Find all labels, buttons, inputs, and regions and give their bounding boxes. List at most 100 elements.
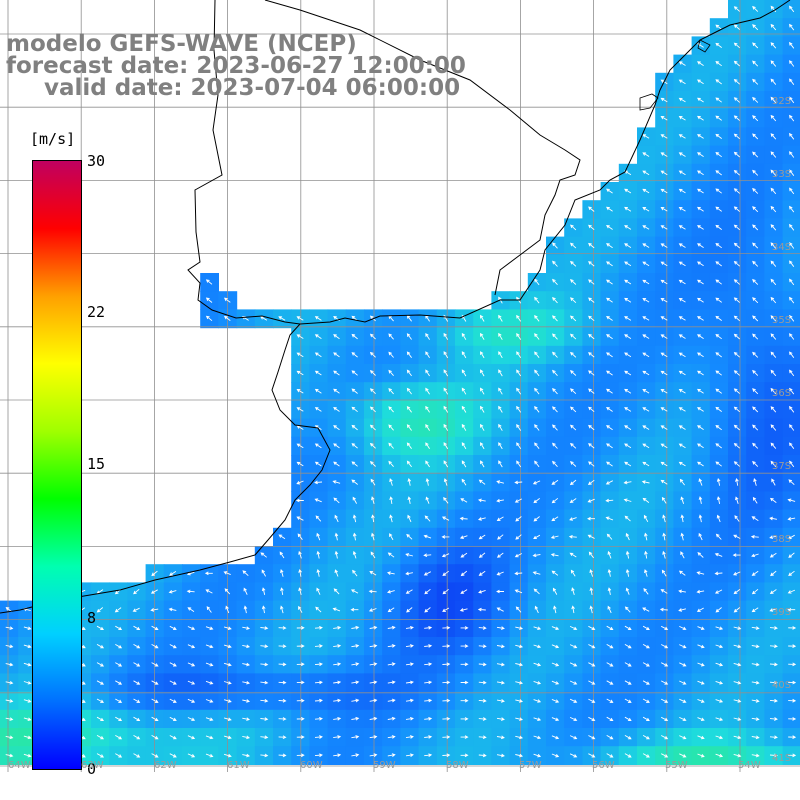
longitude-label: 63W: [81, 760, 104, 771]
wind-arrow: [605, 498, 614, 503]
longitude-label: 61W: [227, 760, 250, 771]
wind-arrow: [151, 680, 159, 685]
wind-arrow: [5, 717, 14, 721]
wind-arrow: [697, 225, 704, 230]
wind-arrow: [642, 698, 650, 703]
wind-arrow: [569, 498, 577, 504]
wind-arrow: [480, 332, 485, 340]
wind-arrow: [478, 552, 486, 558]
wind-arrow: [752, 278, 759, 285]
wind-arrow: [368, 608, 377, 612]
wind-speed-cell: [782, 436, 800, 456]
wind-arrow: [606, 388, 613, 394]
wind-arrow: [660, 479, 668, 485]
wind-arrow: [534, 605, 539, 614]
wind-arrow: [679, 716, 687, 722]
wind-arrow: [753, 477, 757, 486]
wind-speed-cell: [782, 218, 800, 238]
wind-arrow: [205, 735, 214, 740]
wind-arrow: [751, 553, 759, 558]
wind-arrow: [788, 570, 795, 576]
wind-arrow: [496, 662, 505, 667]
wind-arrow: [678, 61, 686, 66]
wind-arrow: [314, 498, 322, 503]
wind-arrow: [5, 644, 14, 649]
wind-arrow: [150, 608, 159, 612]
wind-arrow: [679, 753, 687, 758]
wind-arrow: [680, 514, 685, 523]
wind-arrow: [351, 333, 358, 340]
wind-arrow: [605, 480, 614, 485]
wind-arrow: [678, 608, 687, 612]
wind-arrow: [352, 514, 357, 523]
wind-arrow: [168, 607, 177, 612]
wind-arrow: [571, 587, 575, 596]
wind-arrow: [697, 170, 704, 176]
wind-arrow: [351, 662, 360, 666]
wind-arrow: [588, 333, 595, 340]
wind-arrow: [606, 425, 613, 431]
wind-arrow: [496, 607, 504, 612]
wind-arrow: [697, 680, 705, 685]
wind-arrow: [606, 370, 613, 376]
wind-arrow: [169, 753, 177, 758]
wind-arrow: [496, 717, 505, 721]
wind-arrow: [314, 334, 322, 339]
wind-arrow: [642, 334, 650, 339]
wind-arrow: [588, 551, 594, 559]
wind-arrow: [787, 534, 795, 540]
wind-arrow: [714, 589, 723, 594]
wind-arrow: [588, 261, 595, 267]
wind-arrow: [351, 352, 358, 358]
wind-arrow: [551, 717, 560, 722]
wind-arrow: [480, 314, 485, 322]
wind-arrow: [660, 97, 668, 103]
wind-arrow: [260, 735, 269, 740]
wind-arrow: [662, 532, 666, 541]
wind-arrow: [642, 389, 650, 394]
colorbar-tick-label: 0: [87, 760, 97, 778]
wind-arrow: [406, 607, 413, 613]
wind-arrow: [115, 716, 123, 722]
wind-arrow: [569, 753, 578, 758]
latitude-label: 36S: [772, 388, 792, 399]
wind-arrow: [698, 532, 703, 541]
wind-arrow: [461, 369, 467, 377]
wind-arrow: [333, 716, 342, 721]
wind-arrow: [770, 96, 777, 104]
wind-arrow: [498, 332, 503, 340]
wind-arrow: [5, 626, 14, 630]
wind-arrow: [624, 644, 632, 649]
wind-arrow: [406, 460, 412, 468]
wind-arrow: [478, 717, 487, 721]
wind-arrow: [371, 532, 375, 541]
wind-arrow: [569, 424, 577, 431]
wind-arrow: [314, 753, 323, 758]
wind-arrow: [641, 480, 650, 484]
wind-arrow: [534, 296, 540, 304]
wind-arrow: [606, 206, 613, 212]
coastline: [0, 0, 791, 614]
wind-arrow: [787, 607, 796, 612]
latitude-label: 40S: [772, 680, 792, 691]
wind-arrow: [205, 626, 214, 630]
wind-arrow: [514, 498, 523, 503]
wind-arrow: [751, 662, 760, 667]
wind-arrow: [752, 60, 759, 67]
wind-speed-cell: [782, 54, 800, 74]
wind-arrow: [424, 698, 433, 703]
wind-arrow: [751, 570, 759, 576]
wind-arrow: [96, 644, 105, 649]
wind-arrow: [187, 698, 196, 703]
wind-arrow: [789, 242, 795, 249]
wind-arrow: [733, 224, 740, 231]
wind-arrow: [405, 571, 413, 576]
wind-arrow: [460, 698, 469, 703]
wind-arrow: [625, 550, 630, 559]
wind-arrow: [697, 316, 704, 321]
wind-arrow: [789, 5, 795, 13]
wind-arrow: [424, 625, 433, 630]
wind-arrow: [296, 480, 304, 485]
wind-arrow: [496, 480, 505, 484]
wind-arrow: [280, 587, 284, 595]
